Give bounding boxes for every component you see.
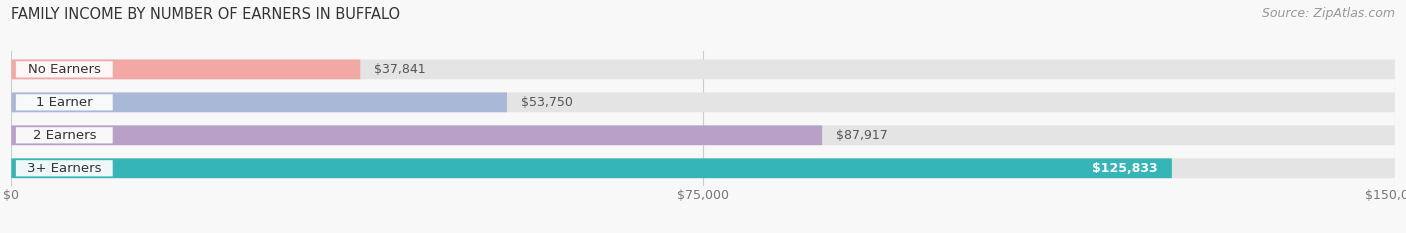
Text: No Earners: No Earners: [28, 63, 101, 76]
Text: FAMILY INCOME BY NUMBER OF EARNERS IN BUFFALO: FAMILY INCOME BY NUMBER OF EARNERS IN BU…: [11, 7, 401, 22]
FancyBboxPatch shape: [11, 158, 1171, 178]
FancyBboxPatch shape: [11, 93, 1395, 112]
FancyBboxPatch shape: [11, 158, 1395, 178]
Text: 2 Earners: 2 Earners: [32, 129, 96, 142]
FancyBboxPatch shape: [15, 94, 112, 110]
Text: $87,917: $87,917: [837, 129, 887, 142]
Text: $37,841: $37,841: [374, 63, 426, 76]
FancyBboxPatch shape: [15, 127, 112, 144]
FancyBboxPatch shape: [11, 125, 1395, 145]
FancyBboxPatch shape: [11, 125, 823, 145]
FancyBboxPatch shape: [11, 93, 508, 112]
Text: 3+ Earners: 3+ Earners: [27, 162, 101, 175]
Text: $53,750: $53,750: [520, 96, 572, 109]
FancyBboxPatch shape: [11, 59, 360, 79]
Text: $125,833: $125,833: [1092, 162, 1159, 175]
FancyBboxPatch shape: [15, 61, 112, 78]
Text: Source: ZipAtlas.com: Source: ZipAtlas.com: [1261, 7, 1395, 20]
Text: 1 Earner: 1 Earner: [37, 96, 93, 109]
FancyBboxPatch shape: [15, 160, 112, 176]
FancyBboxPatch shape: [11, 59, 1395, 79]
